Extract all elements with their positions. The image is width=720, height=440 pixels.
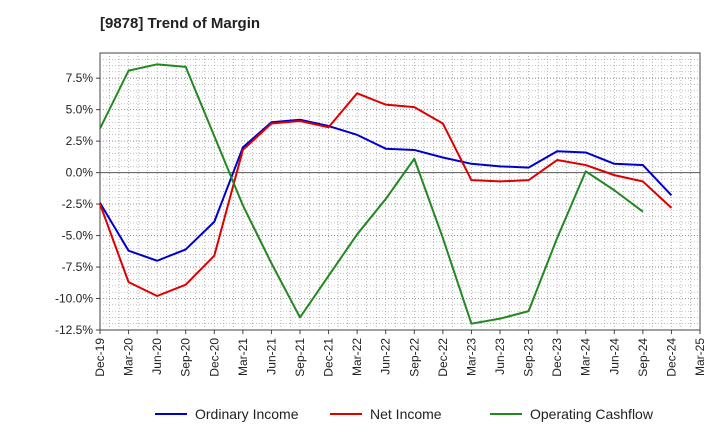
y-tick-label: -7.5% <box>62 260 94 274</box>
x-tick-label: Dec-24 <box>664 338 678 377</box>
y-tick-label: 2.5% <box>66 134 94 148</box>
legend-label: Operating Cashflow <box>530 406 654 422</box>
x-axis-ticks: Dec-19 Mar-20 Jun-20 Sep-20 Dec-20 Mar-21 Jun-… <box>93 330 707 377</box>
series-line-ordinary-income <box>99 118 673 262</box>
x-tick-label: Jun-22 <box>379 338 393 375</box>
y-tick-label: -12.5% <box>55 323 93 337</box>
x-tick-label: Sep-22 <box>407 338 421 377</box>
y-tick-label: 0.0% <box>66 166 94 180</box>
legend-label: Ordinary Income <box>195 406 299 422</box>
x-tick-label: Sep-21 <box>293 338 307 377</box>
y-tick-label: -10.0% <box>55 292 93 306</box>
x-tick-label: Mar-25 <box>693 338 707 376</box>
x-tick-label: Dec-22 <box>436 338 450 377</box>
series-line-operating-cashflow <box>99 63 644 325</box>
x-tick-label: Dec-20 <box>207 338 221 377</box>
x-tick-label: Jun-24 <box>607 338 621 375</box>
y-tick-label: 7.5% <box>66 71 94 85</box>
legend-label: Net Income <box>370 406 442 422</box>
y-axis-ticks: -12.5% -10.0% -7.5% -5.0% -2.5% 0.0% 2.5% 5.0% 7… <box>55 71 100 337</box>
chart-title: [9878] Trend of Margin <box>100 15 261 32</box>
x-tick-label: Dec-21 <box>322 338 336 377</box>
x-tick-label: Mar-22 <box>350 338 364 376</box>
x-tick-label: Sep-24 <box>636 338 650 377</box>
y-tick-label: -5.0% <box>62 229 94 243</box>
y-tick-label: 5.0% <box>66 103 94 117</box>
x-tick-label: Mar-20 <box>122 338 136 376</box>
grid <box>100 53 700 330</box>
x-tick-label: Mar-24 <box>579 338 593 376</box>
x-tick-label: Dec-19 <box>93 338 107 377</box>
x-tick-label: Jun-23 <box>493 338 507 375</box>
y-tick-label: -2.5% <box>62 197 94 211</box>
legend: Ordinary Income Net Income Operating Cashf… <box>155 406 654 422</box>
x-tick-label: Sep-23 <box>522 338 536 377</box>
x-tick-label: Jun-20 <box>150 338 164 375</box>
x-tick-label: Dec-23 <box>550 338 564 377</box>
x-tick-label: Mar-23 <box>464 338 478 376</box>
series-line-net-income <box>99 92 673 297</box>
x-tick-label: Mar-21 <box>236 338 250 376</box>
x-tick-label: Jun-21 <box>264 338 278 375</box>
series-lines <box>99 63 673 325</box>
x-tick-label: Sep-20 <box>179 338 193 377</box>
